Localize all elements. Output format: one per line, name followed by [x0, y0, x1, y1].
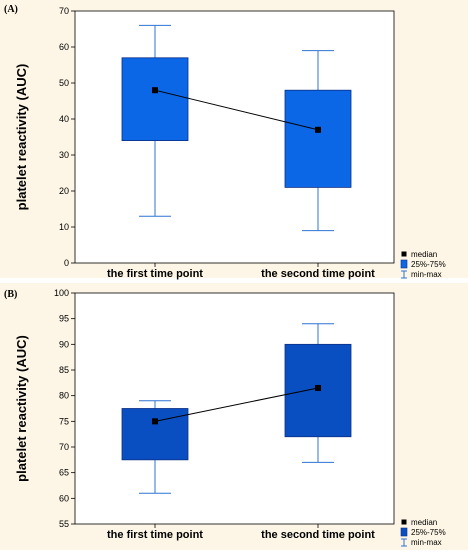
interquartile-box	[284, 89, 352, 188]
legend-box-swatch	[400, 259, 408, 269]
y-tick-label: 0	[64, 258, 69, 268]
panel-label: (A)	[4, 4, 18, 15]
y-tick-label: 75	[59, 416, 69, 426]
y-tick-label: 40	[59, 114, 69, 124]
median-marker	[315, 126, 321, 133]
y-tick-label: 60	[59, 493, 69, 503]
legend-whisker-label: min-max	[411, 538, 442, 547]
y-tick-label: 55	[59, 519, 69, 529]
y-tick-label: 95	[59, 314, 69, 324]
legend-median-label: median	[411, 250, 437, 259]
y-tick-label: 30	[59, 150, 69, 160]
y-tick-label: 70	[59, 442, 69, 452]
y-tick-label: 80	[59, 391, 69, 401]
x-category-label: the first time point	[107, 529, 203, 541]
y-tick-label: 60	[59, 42, 69, 52]
legend-whisker-swatch	[401, 538, 407, 547]
y-axis-label: platelet reactivity (AUC)	[14, 64, 29, 211]
legend-box-label: 25%-75%	[411, 528, 446, 537]
y-tick-label: 50	[59, 78, 69, 88]
legend-whisker-swatch	[401, 270, 407, 279]
interquartile-box	[284, 343, 352, 438]
legend-whisker-label: min-max	[411, 270, 442, 279]
median-line	[154, 89, 319, 131]
median-marker	[152, 418, 158, 425]
box-1	[121, 24, 189, 217]
median-marker	[315, 384, 321, 391]
y-tick-label: 20	[59, 186, 69, 196]
legend-box-label: 25%-75%	[411, 260, 446, 269]
x-category-label: the second time point	[261, 268, 375, 280]
box-2	[284, 323, 352, 463]
x-category-label: the first time point	[107, 268, 203, 280]
chart-panel-a: (A) 0 10 20 30 40 50 60 70 platelet reactivity (A…	[0, 0, 468, 280]
interquartile-box	[121, 57, 189, 142]
y-tick-label: 100	[54, 288, 69, 298]
legend-median-swatch	[401, 251, 407, 257]
y-axis-label: platelet reactivity (AUC)	[14, 335, 29, 482]
y-tick-label: 85	[59, 365, 69, 375]
y-tick-label: 70	[59, 6, 69, 16]
box-2	[284, 50, 352, 232]
y-tick-label: 65	[59, 468, 69, 478]
legend-box-swatch	[400, 527, 408, 537]
panel-label: (B)	[4, 289, 17, 300]
legend-median-swatch	[401, 519, 407, 525]
y-tick-label: 90	[59, 339, 69, 349]
median-line	[154, 387, 319, 422]
x-category-label: the second time point	[261, 529, 375, 541]
median-marker	[152, 87, 158, 94]
legend-median-label: median	[411, 518, 437, 527]
chart-panel-b: (B) 55 60 65 70 75 80 85 90 95 100 platelet reactiv…	[0, 283, 468, 550]
y-tick-label: 10	[59, 222, 69, 232]
